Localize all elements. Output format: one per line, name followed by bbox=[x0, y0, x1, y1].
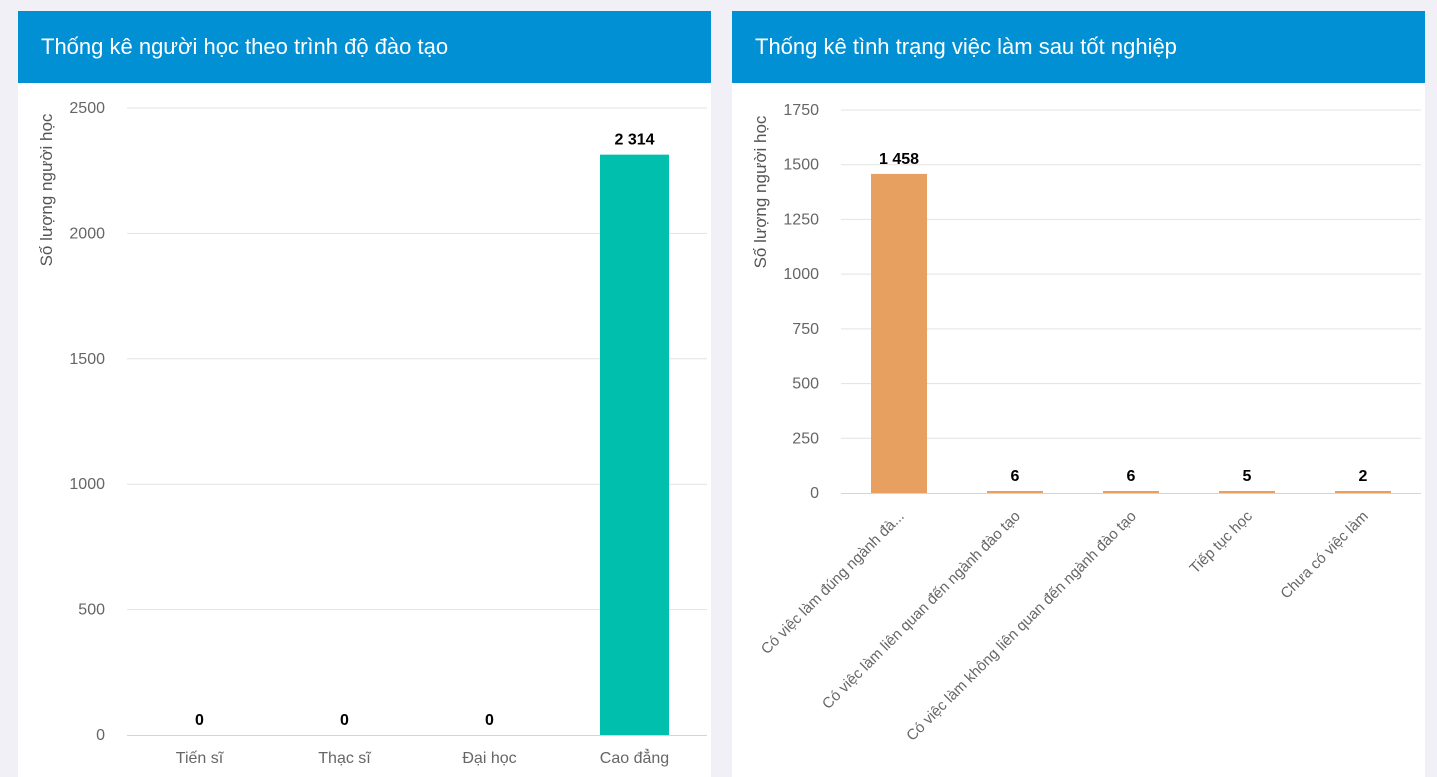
x-tick-label: Thạc sĩ bbox=[318, 750, 372, 767]
chart-panel-employment-status: Thống kê tình trạng việc làm sau tốt ngh… bbox=[732, 11, 1425, 777]
data-label: 6 bbox=[1011, 468, 1020, 485]
x-tick-label: Chưa có việc làm bbox=[1277, 508, 1372, 603]
data-label: 1 458 bbox=[879, 151, 919, 168]
y-tick-label: 1750 bbox=[783, 102, 819, 119]
x-tick-label: Đại học bbox=[462, 750, 516, 767]
y-tick-label: 1500 bbox=[69, 351, 105, 368]
x-tick-label: Tiến sĩ bbox=[176, 750, 225, 767]
y-tick-label: 250 bbox=[792, 430, 819, 447]
bar-chart-employment-status: 0 250 500 750 1000 1250 1500 1750 Số lượng người… bbox=[751, 102, 1421, 745]
bar[interactable] bbox=[871, 173, 927, 493]
y-tick-label: 1250 bbox=[783, 211, 819, 228]
data-label: 0 bbox=[195, 712, 204, 729]
x-tick-label: Tiếp tục học bbox=[1186, 507, 1256, 577]
data-label: 2 314 bbox=[614, 132, 654, 149]
data-label: 5 bbox=[1243, 468, 1252, 485]
y-tick-label: 0 bbox=[96, 727, 105, 744]
data-label: 6 bbox=[1127, 468, 1136, 485]
x-tick-label: Có việc làm liên quan đến ngành đào tạo bbox=[819, 508, 1024, 713]
data-label: 0 bbox=[340, 712, 349, 729]
chart-panel-students-by-level: Thống kê người học theo trình độ đào tạo… bbox=[18, 11, 711, 777]
y-tick-label: 500 bbox=[78, 602, 105, 619]
y-tick-label: 1500 bbox=[783, 157, 819, 174]
y-tick-label: 2500 bbox=[69, 100, 105, 117]
data-label: 2 bbox=[1359, 468, 1368, 485]
data-label: 0 bbox=[485, 712, 494, 729]
bar-chart-students-by-level: 0 500 1000 1500 2000 2500 Số lượng người học 0 T… bbox=[37, 100, 707, 767]
chart-title: Thống kê người học theo trình độ đào tạo bbox=[18, 11, 711, 83]
y-tick-label: 1000 bbox=[69, 476, 105, 493]
x-tick-label: Cao đẳng bbox=[600, 748, 669, 767]
y-tick-label: 750 bbox=[792, 321, 819, 338]
bar[interactable] bbox=[1335, 491, 1391, 493]
y-tick-label: 0 bbox=[810, 485, 819, 502]
bar[interactable] bbox=[600, 154, 669, 735]
y-axis-title: Số lượng người học bbox=[751, 115, 770, 268]
bar[interactable] bbox=[1219, 491, 1275, 493]
y-tick-label: 500 bbox=[792, 376, 819, 393]
chart-title: Thống kê tình trạng việc làm sau tốt ngh… bbox=[732, 11, 1425, 83]
y-tick-label: 2000 bbox=[69, 225, 105, 242]
bar[interactable] bbox=[987, 491, 1043, 493]
bar[interactable] bbox=[1103, 491, 1159, 493]
y-axis-title: Số lượng người học bbox=[37, 113, 56, 266]
x-tick-label: Có việc làm không liên quan đến ngành đà… bbox=[903, 508, 1140, 745]
y-tick-label: 1000 bbox=[783, 266, 819, 283]
